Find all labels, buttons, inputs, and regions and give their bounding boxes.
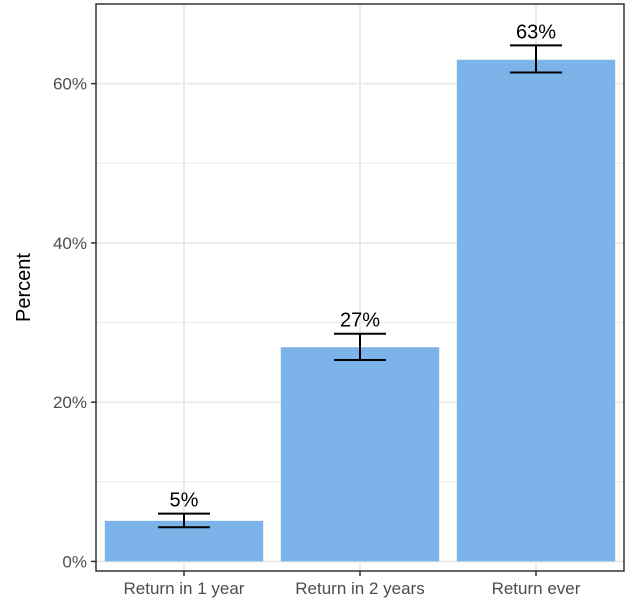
x-tick-label: Return in 2 years xyxy=(295,579,424,598)
data-label-layer: 5% 27% 63% xyxy=(170,21,557,511)
x-tick-label: Return in 1 year xyxy=(124,579,245,598)
data-label: 5% xyxy=(170,490,199,512)
bar xyxy=(456,59,616,562)
y-tick-label: 0% xyxy=(62,552,87,571)
y-tick-label: 60% xyxy=(53,75,87,94)
bar xyxy=(280,347,440,562)
y-tick-label: 20% xyxy=(53,393,87,412)
y-tick-label: 40% xyxy=(53,234,87,253)
y-axis-title: Percent xyxy=(13,253,35,322)
x-tick-label: Return ever xyxy=(492,579,581,598)
axis-layer: 0% 20% 40% 60% Return in 1 year Return in 2 y… xyxy=(53,75,581,598)
data-label: 27% xyxy=(340,310,380,332)
error-bar-layer xyxy=(158,44,562,529)
data-label: 63% xyxy=(516,21,556,43)
